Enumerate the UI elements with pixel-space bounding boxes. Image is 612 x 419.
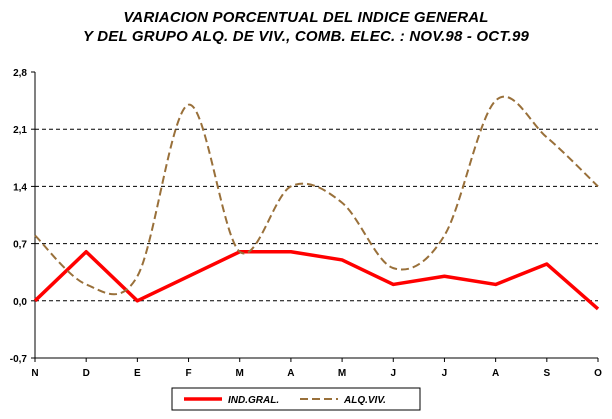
- y-tick-label: 2,1: [13, 125, 27, 136]
- y-tick-label: 0,0: [13, 297, 27, 308]
- y-tick-label: 2,8: [13, 68, 27, 79]
- series-line-alq-viv: [34, 95, 599, 296]
- x-tick-label: J: [442, 368, 448, 379]
- gridlines: [35, 128, 598, 302]
- y-tick-label: -0,7: [10, 354, 28, 365]
- series-lines: [33, 95, 600, 311]
- x-tick-label: N: [31, 368, 38, 379]
- legend-label: ALQ.VIV.: [343, 395, 386, 406]
- x-tick-label: M: [236, 368, 244, 379]
- x-tick-label: S: [543, 368, 550, 379]
- x-tick-label: M: [338, 368, 346, 379]
- chart-title: VARIACION PORCENTUAL DEL INDICE GENERAL: [123, 9, 489, 26]
- y-axis-ticks: 2,8 2,1 1,4 0,7 0,0 -0,7: [10, 68, 35, 365]
- x-tick-label: A: [287, 368, 294, 379]
- y-tick-label: 1,4: [13, 182, 27, 193]
- x-tick-label: J: [390, 368, 396, 379]
- x-tick-label: E: [134, 368, 141, 379]
- chart-subtitle: Y DEL GRUPO ALQ. DE VIV., COMB. ELEC. : …: [82, 28, 530, 45]
- series-line-ind-gral: [33, 250, 600, 311]
- x-tick-label: F: [185, 368, 191, 379]
- x-tick-label: A: [492, 368, 499, 379]
- legend: IND.GRAL. ALQ.VIV.: [171, 387, 421, 411]
- y-tick-label: 0,7: [13, 240, 27, 251]
- x-tick-label: D: [83, 368, 90, 379]
- x-tick-label: O: [594, 368, 602, 379]
- axes: [34, 72, 598, 359]
- legend-label: IND.GRAL.: [228, 395, 279, 406]
- legend-box: [171, 387, 421, 411]
